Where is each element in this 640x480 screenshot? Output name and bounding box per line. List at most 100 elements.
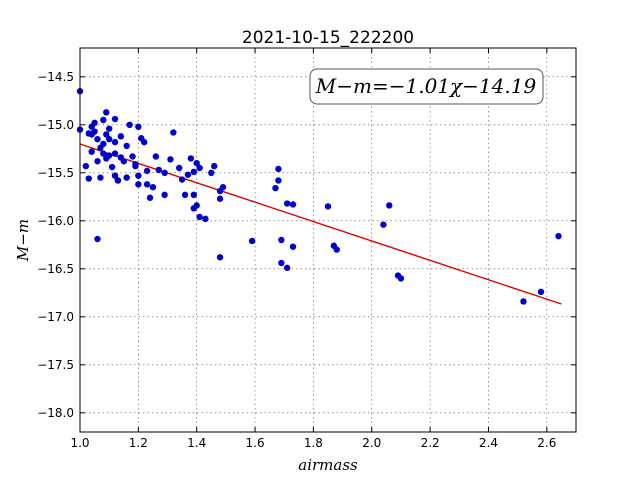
data-point [170,129,177,136]
y-tick-label: −17.0 [37,310,74,324]
data-point [94,235,101,243]
data-point [219,184,227,191]
data-point [324,203,332,210]
data-point [140,138,148,146]
data-point [248,237,256,245]
data-point [161,169,168,176]
data-point [132,162,139,170]
data-point [216,254,224,261]
data-point [91,119,98,127]
data-point [333,246,340,253]
data-point [94,158,101,165]
grid-lines [79,48,576,432]
y-tick-label: −16.0 [37,214,74,228]
data-point [105,125,113,132]
data-point [111,138,119,146]
data-point [289,243,297,250]
data-point [176,164,183,172]
data-point [161,191,168,199]
data-point [143,167,151,175]
y-axis-label: M−m [14,219,32,262]
data-point [103,131,110,138]
y-tick-label: −14.5 [37,70,74,84]
data-point [146,194,154,201]
y-tick-label: −17.5 [37,358,74,372]
data-point [289,201,297,208]
data-point [100,150,107,157]
data-point [193,202,200,209]
data-point [88,148,95,155]
equation-box-border [309,68,544,105]
data-point [94,136,101,143]
x-tick-label: 1.0 [70,436,89,450]
data-point [190,191,197,199]
data-point [114,177,122,184]
data-point [272,184,279,192]
data-point [126,121,133,128]
data-point [196,213,203,221]
data-point [149,184,157,191]
data-point [82,162,90,170]
data-point [120,158,127,165]
data-point [283,200,291,207]
data-point [278,259,285,267]
fit-line-layer [79,143,562,305]
y-tick-label: −15.0 [37,118,74,132]
x-tick-label: 1.6 [246,436,265,450]
data-point [135,172,142,179]
data-point [152,153,160,160]
y-axis-ticks: −14.5 −15.0 −15.5 −16.0 −16.5 −17.0 −17.5 −18.0 [37,70,576,420]
data-point [555,232,562,240]
data-point [178,176,186,183]
data-point [123,174,130,181]
data-point [397,275,405,282]
data-point [123,142,130,150]
y-tick-label: −16.5 [37,262,74,276]
y-tick-label: −18.0 [37,406,74,420]
data-point [143,181,151,188]
data-point [283,264,291,272]
x-tick-label: 2.4 [479,436,498,450]
data-point [135,181,142,188]
data-point [111,115,119,123]
fit-line [79,143,562,305]
data-point [135,123,142,130]
data-point [275,177,282,184]
data-point [196,164,203,172]
data-point [386,202,393,209]
data-point [216,195,224,202]
data-point [520,298,527,305]
x-tick-label: 2.2 [421,436,440,450]
chart-title: 2021-10-15_222200 [242,28,414,48]
data-point [117,133,125,140]
data-point [111,172,119,179]
data-point [275,165,282,173]
data-point [105,152,113,159]
fit-equation-box: M−m=−1.01χ−14.19 [309,68,544,105]
data-point [129,153,136,160]
x-axis-ticks: 1.0 1.2 1.4 1.6 1.8 2.0 2.2 2.4 2.6 [70,48,556,450]
data-point [91,128,98,135]
data-point [100,116,107,124]
x-tick-label: 1.8 [304,436,323,450]
data-point [100,140,107,148]
data-points [76,88,562,305]
data-point [85,175,92,182]
x-tick-label: 2.0 [362,436,381,450]
data-point [187,155,195,162]
data-point [167,156,174,163]
data-point [190,168,197,176]
data-point [380,221,387,228]
data-point [208,169,215,176]
data-point [537,288,545,296]
data-point [111,150,119,157]
y-tick-label: −15.5 [37,166,74,180]
data-point [181,191,189,199]
data-point [211,162,218,170]
data-point [193,160,200,167]
data-point [278,236,285,244]
data-point [105,136,113,143]
fit-equation: M−m=−1.01χ−14.19 [315,74,537,98]
data-point [97,174,104,181]
